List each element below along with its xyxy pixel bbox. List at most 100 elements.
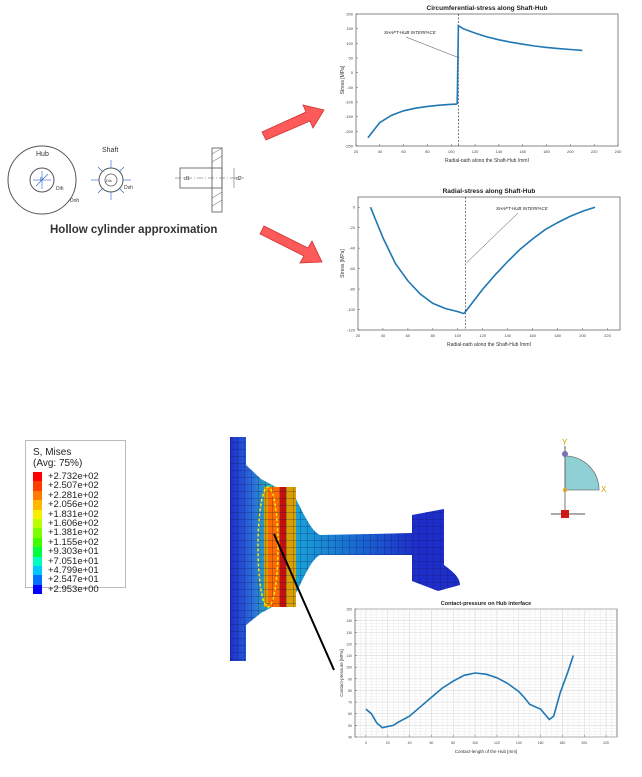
shaft-label: Shaft — [102, 147, 118, 154]
legend-entry: +2.732e+02 — [33, 472, 125, 481]
legend-swatch — [33, 556, 42, 566]
x-axis-label: Radial-path along the Shaft-Hub [mm] — [445, 158, 530, 162]
hub-outer-circle — [7, 145, 77, 215]
legend-entry: +1.831e+02 — [33, 508, 125, 520]
circumferential-stress-chart: Circumferential-stress along Shaft-Hub 20… — [340, 5, 622, 162]
x-tick-label: 140 — [504, 333, 511, 338]
hub-inner-circle — [29, 167, 55, 193]
section-d1-label: d1 — [184, 176, 190, 182]
y-tick-label: -100 — [345, 100, 354, 105]
legend-value: +1.155e+02 — [48, 536, 99, 548]
x-tick-label: 40 — [408, 741, 412, 745]
legend-entry: +1.155e+02 — [33, 536, 125, 548]
cross-section-drawing: d1 d2 — [175, 147, 244, 213]
x-axis-label: Radial-path along the Shaft-Hub [mm] — [447, 342, 532, 346]
legend-value: +2.547e+01 — [48, 574, 99, 586]
shaft-outer-d-label: Dsh — [124, 185, 133, 191]
y-tick-label: 130 — [346, 631, 352, 635]
legend-swatch — [33, 537, 42, 548]
x-tick-label: 160 — [529, 333, 536, 338]
x-tick-label: 20 — [386, 741, 390, 745]
legend-value: +4.799e+01 — [48, 564, 99, 576]
y-tick-label: 150 — [346, 26, 353, 31]
triad-origin-marker — [561, 510, 569, 518]
triad-y-label: Y — [562, 438, 568, 447]
legend-value: +1.831e+02 — [48, 508, 99, 520]
y-tick-label: 140 — [346, 619, 352, 623]
legend-swatch — [33, 500, 42, 510]
y-tick-label: 100 — [346, 666, 352, 670]
annotation-arrow — [405, 36, 460, 59]
y-tick-label: 110 — [346, 654, 352, 658]
shaft-inner-d-label: Dis — [106, 178, 112, 183]
y-tick-label: 90 — [348, 677, 352, 681]
x-tick-label: 240 — [615, 149, 622, 154]
series-line-pressure — [365, 655, 575, 729]
series-line-shaft — [367, 103, 458, 139]
legend-value: +2.281e+02 — [48, 489, 99, 501]
legend-value: +1.606e+02 — [48, 517, 99, 529]
y-tick-label: 40 — [348, 736, 352, 740]
x-tick-label: 80 — [425, 149, 430, 154]
shaft-inner-circle — [104, 173, 118, 187]
annotation-arrow — [466, 212, 519, 264]
y-tick-label: 50 — [348, 724, 352, 728]
x-tick-label: 200 — [579, 333, 586, 338]
x-tick-label: 0 — [365, 741, 367, 745]
legend-swatch — [33, 490, 42, 501]
mises-legend: S, Mises (Avg: 75%) +2.732e+02 +2.507e+02… — [25, 440, 126, 594]
y-tick-label: 70 — [348, 701, 352, 705]
legend-swatch — [33, 547, 42, 557]
legend-subtitle: (Avg: 75%) — [33, 458, 83, 469]
chart-title: Circumferential-stress along Shaft-Hub — [427, 5, 548, 12]
y-tick-label: 50 — [349, 56, 354, 61]
y-tick-label: 200 — [346, 12, 353, 17]
fe-model-view — [230, 437, 460, 661]
x-tick-label: 180 — [543, 149, 550, 154]
legend-entry: +2.507e+02 — [33, 481, 125, 491]
series-line-hub — [456, 24, 583, 105]
hub-label: Hub — [36, 151, 49, 158]
x-tick-label: 200 — [567, 149, 574, 154]
x-tick-label: 160 — [538, 741, 544, 745]
hub-inner-d-label: Dih — [56, 186, 64, 192]
legend-value: +2.056e+02 — [48, 499, 99, 511]
hub-outer-d-label: Doh — [70, 198, 79, 204]
x-tick-label: 20 — [354, 149, 359, 154]
y-tick-label: 0 — [353, 205, 356, 210]
x-tick-label: 120 — [479, 333, 486, 338]
y-tick-label: -100 — [347, 307, 356, 312]
x-tick-label: 120 — [494, 741, 500, 745]
x-tick-label: 100 — [472, 741, 478, 745]
leader-line — [273, 533, 335, 671]
legend-title: S, Mises — [33, 447, 72, 458]
legend-value: +2.732e+02 — [48, 471, 99, 482]
x-tick-label: 220 — [604, 333, 611, 338]
x-tick-label: 80 — [431, 333, 436, 338]
legend-entry: +2.953e+00 — [33, 583, 125, 595]
radial-stress-chart: Radial-stress along Shaft-Hub 20 40 60 80 100… — [340, 188, 621, 346]
y-tick-label: -200 — [345, 129, 354, 134]
y-axis-label: Stress [MPa] — [340, 65, 346, 94]
y-tick-label: -250 — [345, 144, 354, 149]
legend-swatch — [33, 584, 42, 595]
legend-entry: +9.303e+01 — [33, 547, 125, 557]
x-axis-label: Contact-length of the Hub [mm] — [455, 749, 518, 754]
hub-p-label: p — [40, 176, 43, 182]
legend-swatch — [33, 575, 42, 585]
series-line-hub — [463, 206, 596, 315]
x-tick-label: 100 — [454, 333, 461, 338]
view-triad: Y X — [551, 438, 607, 518]
triad-x-label: X — [601, 485, 607, 494]
x-tick-label: 120 — [472, 149, 479, 154]
y-tick-label: 150 — [346, 608, 352, 612]
legend-value: +1.381e+02 — [48, 527, 99, 539]
x-tick-label: 60 — [406, 333, 411, 338]
legend-rows: +2.732e+02 +2.507e+02 +2.281e+02 +2.056e+02… — [33, 472, 125, 594]
plot-frame — [357, 196, 621, 331]
legend-swatch — [33, 528, 42, 538]
x-tick-label: 40 — [378, 149, 383, 154]
y-tick-label: -120 — [347, 328, 356, 333]
y-tick-label: 80 — [348, 689, 352, 693]
legend-value: +2.953e+00 — [48, 583, 99, 595]
